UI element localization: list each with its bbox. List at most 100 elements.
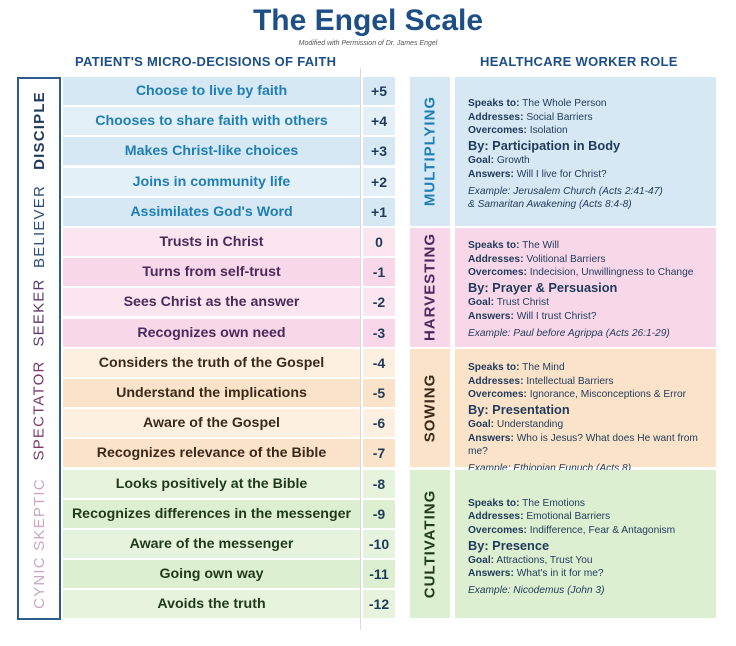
scale-row-value: +4 xyxy=(363,107,395,136)
scale-row-text: Assimilates God's Word xyxy=(63,197,360,226)
speaks-to-line: Speaks to: The Mind xyxy=(468,361,718,375)
scale-row-text: Recognizes differences in the messenger xyxy=(63,499,360,528)
speaks-to-line-label: Speaks to: xyxy=(468,240,520,251)
goal-line-label: Goal: xyxy=(468,554,495,566)
by-line-value: Presentation xyxy=(488,401,570,417)
stage-body: Speaks to: The Mind Addresses: Intellectu… xyxy=(455,348,716,474)
stage-body: Speaks to: The Will Addresses: Volitional… xyxy=(455,228,716,347)
overcomes-line-value: Isolation xyxy=(526,125,568,137)
identity-label-believer: BELIEVER xyxy=(30,184,48,268)
scale-row: Sees Christ as the answer -2 xyxy=(63,288,398,317)
by-line: By: Participation in Body xyxy=(468,138,718,154)
example-line: Example: Nicodemus (John 3) xyxy=(468,585,605,597)
goal-line-label: Goal: xyxy=(468,418,495,430)
scale-row-value: -9 xyxy=(363,499,395,528)
scale-row-value: -3 xyxy=(363,318,395,347)
stage-tab: MULTIPLYING xyxy=(410,77,450,226)
scale-row: Going own way -11 xyxy=(63,560,398,589)
addresses-line-value: Volitional Barriers xyxy=(523,253,606,265)
speaks-to-line-label: Speaks to: xyxy=(468,497,520,509)
addresses-line: Addresses: Emotional Barriers xyxy=(468,510,718,524)
scale-row-value: -4 xyxy=(363,348,395,377)
addresses-line-value: Intellectual Barriers xyxy=(523,375,614,387)
scale-row-text: Aware of the Gospel xyxy=(63,409,360,438)
goal-line-label: Goal: xyxy=(468,155,495,167)
by-line: By: Presentation xyxy=(468,402,718,418)
stage-info: Speaks to: The Mind Addresses: Intellectu… xyxy=(468,361,718,476)
stage-harvesting: HARVESTING Speaks to: The Will Addresses: … xyxy=(410,228,716,347)
overcomes-line-value: Indifference, Fear & Antagonism xyxy=(526,525,676,536)
answers-line: Answers: Who is Jesus? What does He want… xyxy=(468,432,718,459)
stage-tab: SOWING xyxy=(410,348,450,468)
goal-line-label: Goal: xyxy=(468,297,495,309)
stage-tab: HARVESTING xyxy=(410,228,450,347)
answers-line-value: Who is Jesus? What does He want from me? xyxy=(468,432,698,458)
identity-label-spectator: SPECTATOR xyxy=(30,360,48,460)
speaks-to-line-value: The Emotions xyxy=(519,497,586,509)
goal-line: Goal: Growth xyxy=(468,154,718,168)
left-column-heading: PATIENT'S MICRO-DECISIONS OF FAITH xyxy=(75,54,337,69)
addresses-line-label: Addresses: xyxy=(468,111,524,123)
scale-row-text: Chooses to share faith with others xyxy=(63,107,360,136)
example-line: Example: Jerusalem Church (Acts 2:41-47) xyxy=(468,185,663,197)
identity-label-cynic: CYNIC xyxy=(30,555,48,609)
scale-row: Recognizes own need -3 xyxy=(63,318,398,347)
scale-row-value: -7 xyxy=(363,439,395,468)
scale-row-value: +2 xyxy=(363,167,395,196)
addresses-line-label: Addresses: xyxy=(468,253,524,265)
speaks-to-line-label: Speaks to: xyxy=(468,361,520,373)
scale-row: Aware of the messenger -10 xyxy=(63,530,398,558)
scale-row-text: Considers the truth of the Gospel xyxy=(63,348,360,377)
scale-row-value: -8 xyxy=(363,469,395,498)
answers-line: Answers: What's in it for me? xyxy=(468,567,718,581)
by-line-label: By: xyxy=(468,401,489,417)
overcomes-line: Overcomes: Isolation xyxy=(468,124,718,138)
scale-row-text: Avoids the truth xyxy=(63,590,360,619)
scale-row-text: Recognizes own need xyxy=(63,318,360,347)
stage-tab: CULTIVATING xyxy=(410,469,450,619)
scale-row-text: Trusts in Christ xyxy=(63,228,360,256)
goal-line-value: Attractions, Trust You xyxy=(494,554,593,566)
speaks-to-line: Speaks to: The Will xyxy=(468,239,718,253)
page-title: The Engel Scale xyxy=(252,4,484,37)
stage-body: Speaks to: The Whole Person Addresses: So… xyxy=(455,77,716,226)
scale-row: Choose to live by faith +5 xyxy=(63,77,398,105)
stage-name: MULTIPLYING xyxy=(421,96,439,207)
scale-row: Aware of the Gospel -6 xyxy=(63,409,398,438)
scale-row-value: -5 xyxy=(363,379,395,407)
stage-name: HARVESTING xyxy=(421,233,439,342)
goal-line: Goal: Understanding xyxy=(468,418,718,432)
scale-row-value: +5 xyxy=(363,77,395,105)
scale-row-value: -6 xyxy=(363,409,395,438)
scale-row-text: Aware of the messenger xyxy=(63,530,360,558)
overcomes-line-value: Ignorance, Misconceptions & Error xyxy=(526,389,687,401)
scale-row: Recognizes differences in the messenger -… xyxy=(63,499,398,528)
overcomes-line-label: Overcomes: xyxy=(468,125,527,137)
scale-row: Turns from self-trust -1 xyxy=(63,258,398,287)
scale-row: Joins in community life +2 xyxy=(63,167,398,196)
goal-line: Goal: Attractions, Trust You xyxy=(468,554,718,568)
stage-info: Speaks to: The Whole Person Addresses: So… xyxy=(468,97,718,212)
addresses-line-value: Emotional Barriers xyxy=(523,511,611,523)
example-line-2: & Samaritan Awakening (Acts 8:4-8) xyxy=(468,199,632,211)
addresses-line: Addresses: Volitional Barriers xyxy=(468,253,718,267)
stage-info: Speaks to: The Emotions Addresses: Emotio… xyxy=(468,497,718,598)
scale-row-value: +1 xyxy=(363,197,395,226)
scale-row-value: -12 xyxy=(363,590,395,619)
scale-row: Understand the implications -5 xyxy=(63,379,398,407)
scale-row-text: Understand the implications xyxy=(63,379,360,407)
goal-line: Goal: Trust Christ xyxy=(468,296,718,310)
answers-line: Answers: Will I trust Christ? xyxy=(468,310,718,324)
overcomes-line: Overcomes: Indifference, Fear & Antagoni… xyxy=(468,524,718,538)
answers-line-value: Will I trust Christ? xyxy=(513,310,597,322)
speaks-to-line: Speaks to: The Emotions xyxy=(468,497,718,511)
scale-row-text: Recognizes relevance of the Bible xyxy=(63,439,360,468)
scale-row-text: Makes Christ-like choices xyxy=(63,137,360,166)
scale-row-value: -10 xyxy=(363,530,395,558)
right-column-heading: HEALTHCARE WORKER ROLE xyxy=(480,54,678,69)
by-line-label: By: xyxy=(468,537,489,553)
stage-body: Speaks to: The Emotions Addresses: Emotio… xyxy=(455,469,718,619)
answers-line-label: Answers: xyxy=(468,432,514,444)
scale-row-value: 0 xyxy=(363,228,395,256)
scale-row-text: Joins in community life xyxy=(63,167,360,196)
